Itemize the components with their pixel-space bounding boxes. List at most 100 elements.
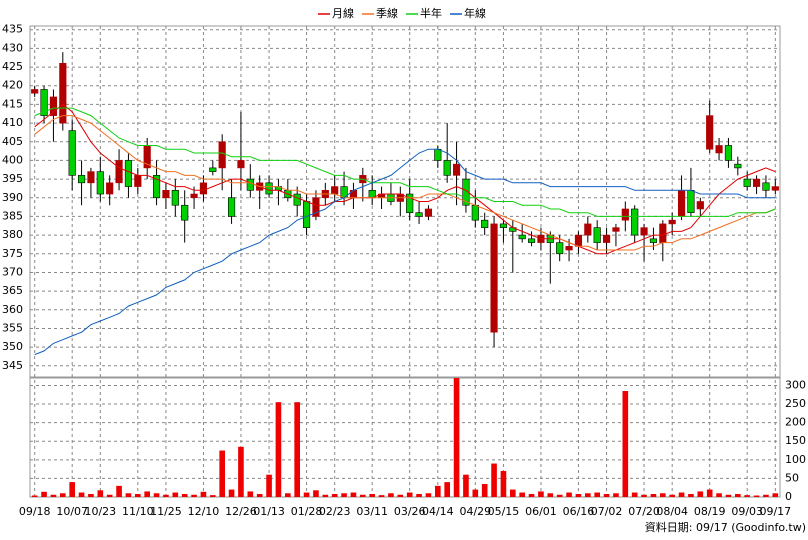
x-tick-label: 09/03 bbox=[731, 505, 763, 518]
candle-body bbox=[462, 178, 470, 206]
candle-body bbox=[265, 182, 273, 195]
candle-body bbox=[190, 193, 198, 199]
volume-bar bbox=[303, 492, 310, 497]
volume-bar bbox=[744, 495, 750, 497]
candle-body bbox=[593, 227, 601, 243]
x-tick-label: 03/26 bbox=[394, 505, 426, 518]
x-tick-label: 09/17 bbox=[759, 505, 791, 518]
volume-bar bbox=[585, 493, 591, 497]
y-tick-label: 420 bbox=[2, 79, 23, 92]
candle-body bbox=[124, 160, 133, 187]
price-panel bbox=[29, 25, 781, 378]
candle-body bbox=[434, 148, 442, 161]
volume-bar bbox=[219, 450, 225, 497]
candle-body bbox=[40, 89, 48, 116]
volume-bar bbox=[181, 494, 188, 497]
candle-body bbox=[312, 197, 320, 217]
volume-bar bbox=[256, 494, 263, 497]
y2-tick-label: 150 bbox=[785, 434, 806, 447]
y-tick-label: 395 bbox=[2, 172, 23, 185]
volume-bar bbox=[641, 494, 647, 497]
volume-bar bbox=[538, 491, 544, 497]
y-tick-label: 370 bbox=[2, 265, 23, 278]
candle-body bbox=[134, 175, 142, 187]
x-tick-label: 07/20 bbox=[628, 505, 660, 518]
volume-bar bbox=[210, 495, 216, 497]
volume-bar bbox=[528, 494, 535, 497]
candle-body bbox=[734, 163, 742, 169]
volume-bar bbox=[416, 494, 422, 497]
candle-body bbox=[331, 186, 339, 195]
x-tick-label: 11/25 bbox=[150, 505, 182, 518]
candle-body bbox=[518, 234, 526, 240]
volume-bar bbox=[397, 494, 404, 497]
volume-bar bbox=[360, 494, 366, 497]
candle-body bbox=[640, 227, 648, 236]
x-tick-label: 05/15 bbox=[488, 505, 520, 518]
volume-bar bbox=[88, 494, 94, 497]
candle-body bbox=[181, 204, 189, 221]
volume-bar bbox=[388, 493, 394, 497]
y2-tick-label: 100 bbox=[785, 453, 806, 466]
candle-body bbox=[471, 204, 479, 221]
legend-label: 年線 bbox=[464, 6, 486, 20]
y-tick-label: 435 bbox=[2, 23, 23, 36]
y2-tick-label: 250 bbox=[785, 397, 806, 410]
volume-bar bbox=[716, 493, 722, 497]
candle-body bbox=[668, 219, 676, 225]
x-tick-label: 06/16 bbox=[563, 505, 595, 518]
volume-bar bbox=[444, 482, 450, 497]
volume-bar bbox=[500, 470, 507, 497]
x-tick-label: 12/10 bbox=[188, 505, 220, 518]
candle-body bbox=[199, 182, 208, 195]
candle-body bbox=[724, 145, 733, 161]
x-tick-label: 09/18 bbox=[19, 505, 51, 518]
candle-body bbox=[490, 223, 498, 333]
legend-label: 月線 bbox=[332, 6, 354, 20]
volume-bar bbox=[294, 402, 300, 497]
y-tick-label: 425 bbox=[2, 60, 23, 73]
x-tick-label: 01/28 bbox=[291, 505, 323, 518]
candle-body bbox=[415, 212, 423, 217]
candle-body bbox=[659, 223, 667, 243]
volume-bar bbox=[144, 491, 150, 497]
x-tick-label: 10/23 bbox=[84, 505, 116, 518]
candle-body bbox=[31, 89, 39, 94]
volume-bar bbox=[322, 494, 329, 497]
y-tick-label: 390 bbox=[2, 191, 23, 204]
candle-body bbox=[59, 63, 67, 124]
y-tick-label: 365 bbox=[2, 284, 23, 297]
candle-body bbox=[227, 197, 236, 217]
x-tick-label: 12/26 bbox=[225, 505, 257, 518]
y-tick-label: 375 bbox=[2, 247, 23, 260]
candle-body bbox=[752, 178, 761, 187]
volume-bar bbox=[772, 493, 779, 497]
candle-body bbox=[96, 171, 104, 195]
volume-bar bbox=[331, 494, 338, 497]
volume-bar bbox=[275, 402, 282, 497]
candle-body bbox=[443, 160, 451, 176]
volume-bar bbox=[650, 494, 657, 497]
volume-bar bbox=[350, 492, 357, 497]
candle-body bbox=[762, 182, 770, 191]
y-tick-label: 355 bbox=[2, 321, 23, 334]
volume-bar bbox=[435, 485, 441, 497]
volume-bar bbox=[425, 493, 432, 497]
candle-body bbox=[452, 163, 461, 176]
x-tick-label: 08/04 bbox=[656, 505, 688, 518]
legend-label: 季線 bbox=[376, 6, 398, 20]
y-tick-label: 430 bbox=[2, 41, 23, 54]
volume-bar bbox=[135, 494, 141, 497]
candle-body bbox=[584, 223, 592, 236]
x-tick-label: 11/10 bbox=[122, 505, 154, 518]
ma-line bbox=[34, 103, 776, 255]
candle-body bbox=[696, 201, 704, 210]
volume-bar bbox=[191, 494, 197, 497]
volume-bar bbox=[238, 446, 244, 497]
candle-body bbox=[715, 145, 723, 154]
volume-bar bbox=[266, 474, 272, 497]
volume-bar bbox=[603, 494, 610, 497]
volume-bar bbox=[50, 494, 57, 497]
x-tick-label: 01/13 bbox=[253, 505, 285, 518]
